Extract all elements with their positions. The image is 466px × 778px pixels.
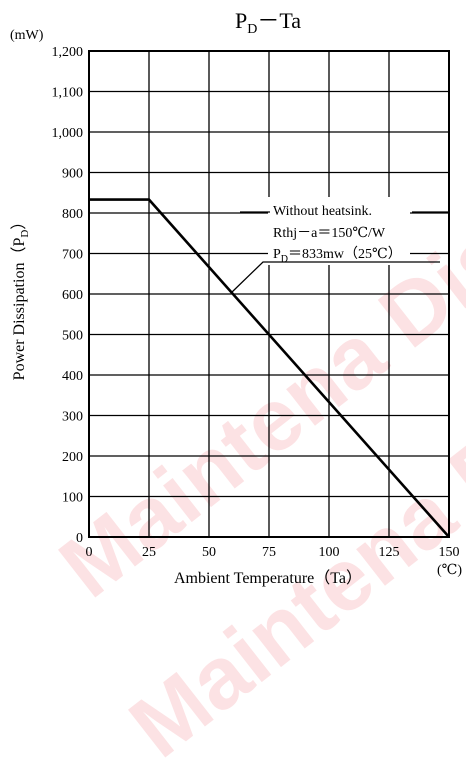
annotation-max-power-main: P bbox=[273, 247, 281, 262]
y-tick-label: 300 bbox=[62, 410, 83, 425]
grid-lines bbox=[88, 50, 450, 538]
y-axis-label-subscript: D bbox=[19, 230, 31, 238]
x-tick-label: 100 bbox=[319, 545, 340, 560]
y-tick-label: 100 bbox=[62, 491, 83, 506]
x-tick-label: 75 bbox=[262, 545, 276, 560]
y-tick-label: 900 bbox=[62, 167, 83, 182]
tick-labels: 0 25 50 75 100 125 150 0 100 200 300 400 500 600 700 80… bbox=[52, 45, 460, 560]
plot-frame bbox=[88, 50, 450, 538]
annotation-heatsink: Without heatsink. bbox=[273, 204, 372, 219]
y-axis-label: Power Dissipation（PD） bbox=[10, 214, 31, 381]
y-tick-label: 1,100 bbox=[52, 86, 84, 101]
y-tick-label: 600 bbox=[62, 288, 83, 303]
y-tick-label: 200 bbox=[62, 450, 83, 465]
x-tick-label: 25 bbox=[142, 545, 156, 560]
chart-title: PD－Ta bbox=[235, 8, 301, 37]
derating-curve bbox=[89, 198, 450, 538]
x-axis-label: Ambient Temperature（Ta） bbox=[174, 569, 362, 587]
y-tick-label: 400 bbox=[62, 369, 83, 384]
annotation-thermal-resistance: Rthj－a＝150℃/W bbox=[273, 226, 386, 241]
y-axis-label-suffix: ） bbox=[10, 214, 28, 230]
x-tick-label: 150 bbox=[439, 545, 460, 560]
y-tick-label: 500 bbox=[62, 329, 83, 344]
y-tick-label: 1,000 bbox=[52, 126, 84, 141]
power-dissipation-chart: 0 25 50 75 100 125 150 0 100 200 300 400 500 600 700 80… bbox=[10, 8, 462, 587]
annotation-max-power-suffix: ＝833mw（25℃） bbox=[288, 246, 402, 262]
annotation-background bbox=[268, 197, 410, 265]
y-tick-label: 0 bbox=[76, 531, 83, 546]
annotation-max-power: PD＝833mw（25℃） bbox=[273, 246, 402, 265]
annotation-layer: Without heatsink. Rthj－a＝150℃/W PD＝833mw（2… bbox=[230, 197, 449, 294]
y-axis-label-main: Power Dissipation（P bbox=[10, 238, 28, 381]
y-unit-label: (mW) bbox=[10, 28, 44, 43]
x-tick-label: 125 bbox=[379, 545, 400, 560]
series-layer bbox=[89, 198, 450, 538]
chart-title-suffix: －Ta bbox=[257, 8, 301, 33]
x-unit-label: (℃) bbox=[437, 563, 462, 578]
annotation-leader-line bbox=[230, 261, 440, 294]
y-tick-label: 700 bbox=[62, 248, 83, 263]
x-tick-label: 0 bbox=[86, 545, 93, 560]
x-tick-label: 50 bbox=[202, 545, 216, 560]
chart-title-subscript: D bbox=[247, 22, 257, 37]
y-tick-label: 800 bbox=[62, 207, 83, 222]
annotation-max-power-subscript: D bbox=[281, 254, 288, 265]
chart-title-main: P bbox=[235, 8, 247, 33]
y-tick-label: 1,200 bbox=[52, 45, 84, 60]
